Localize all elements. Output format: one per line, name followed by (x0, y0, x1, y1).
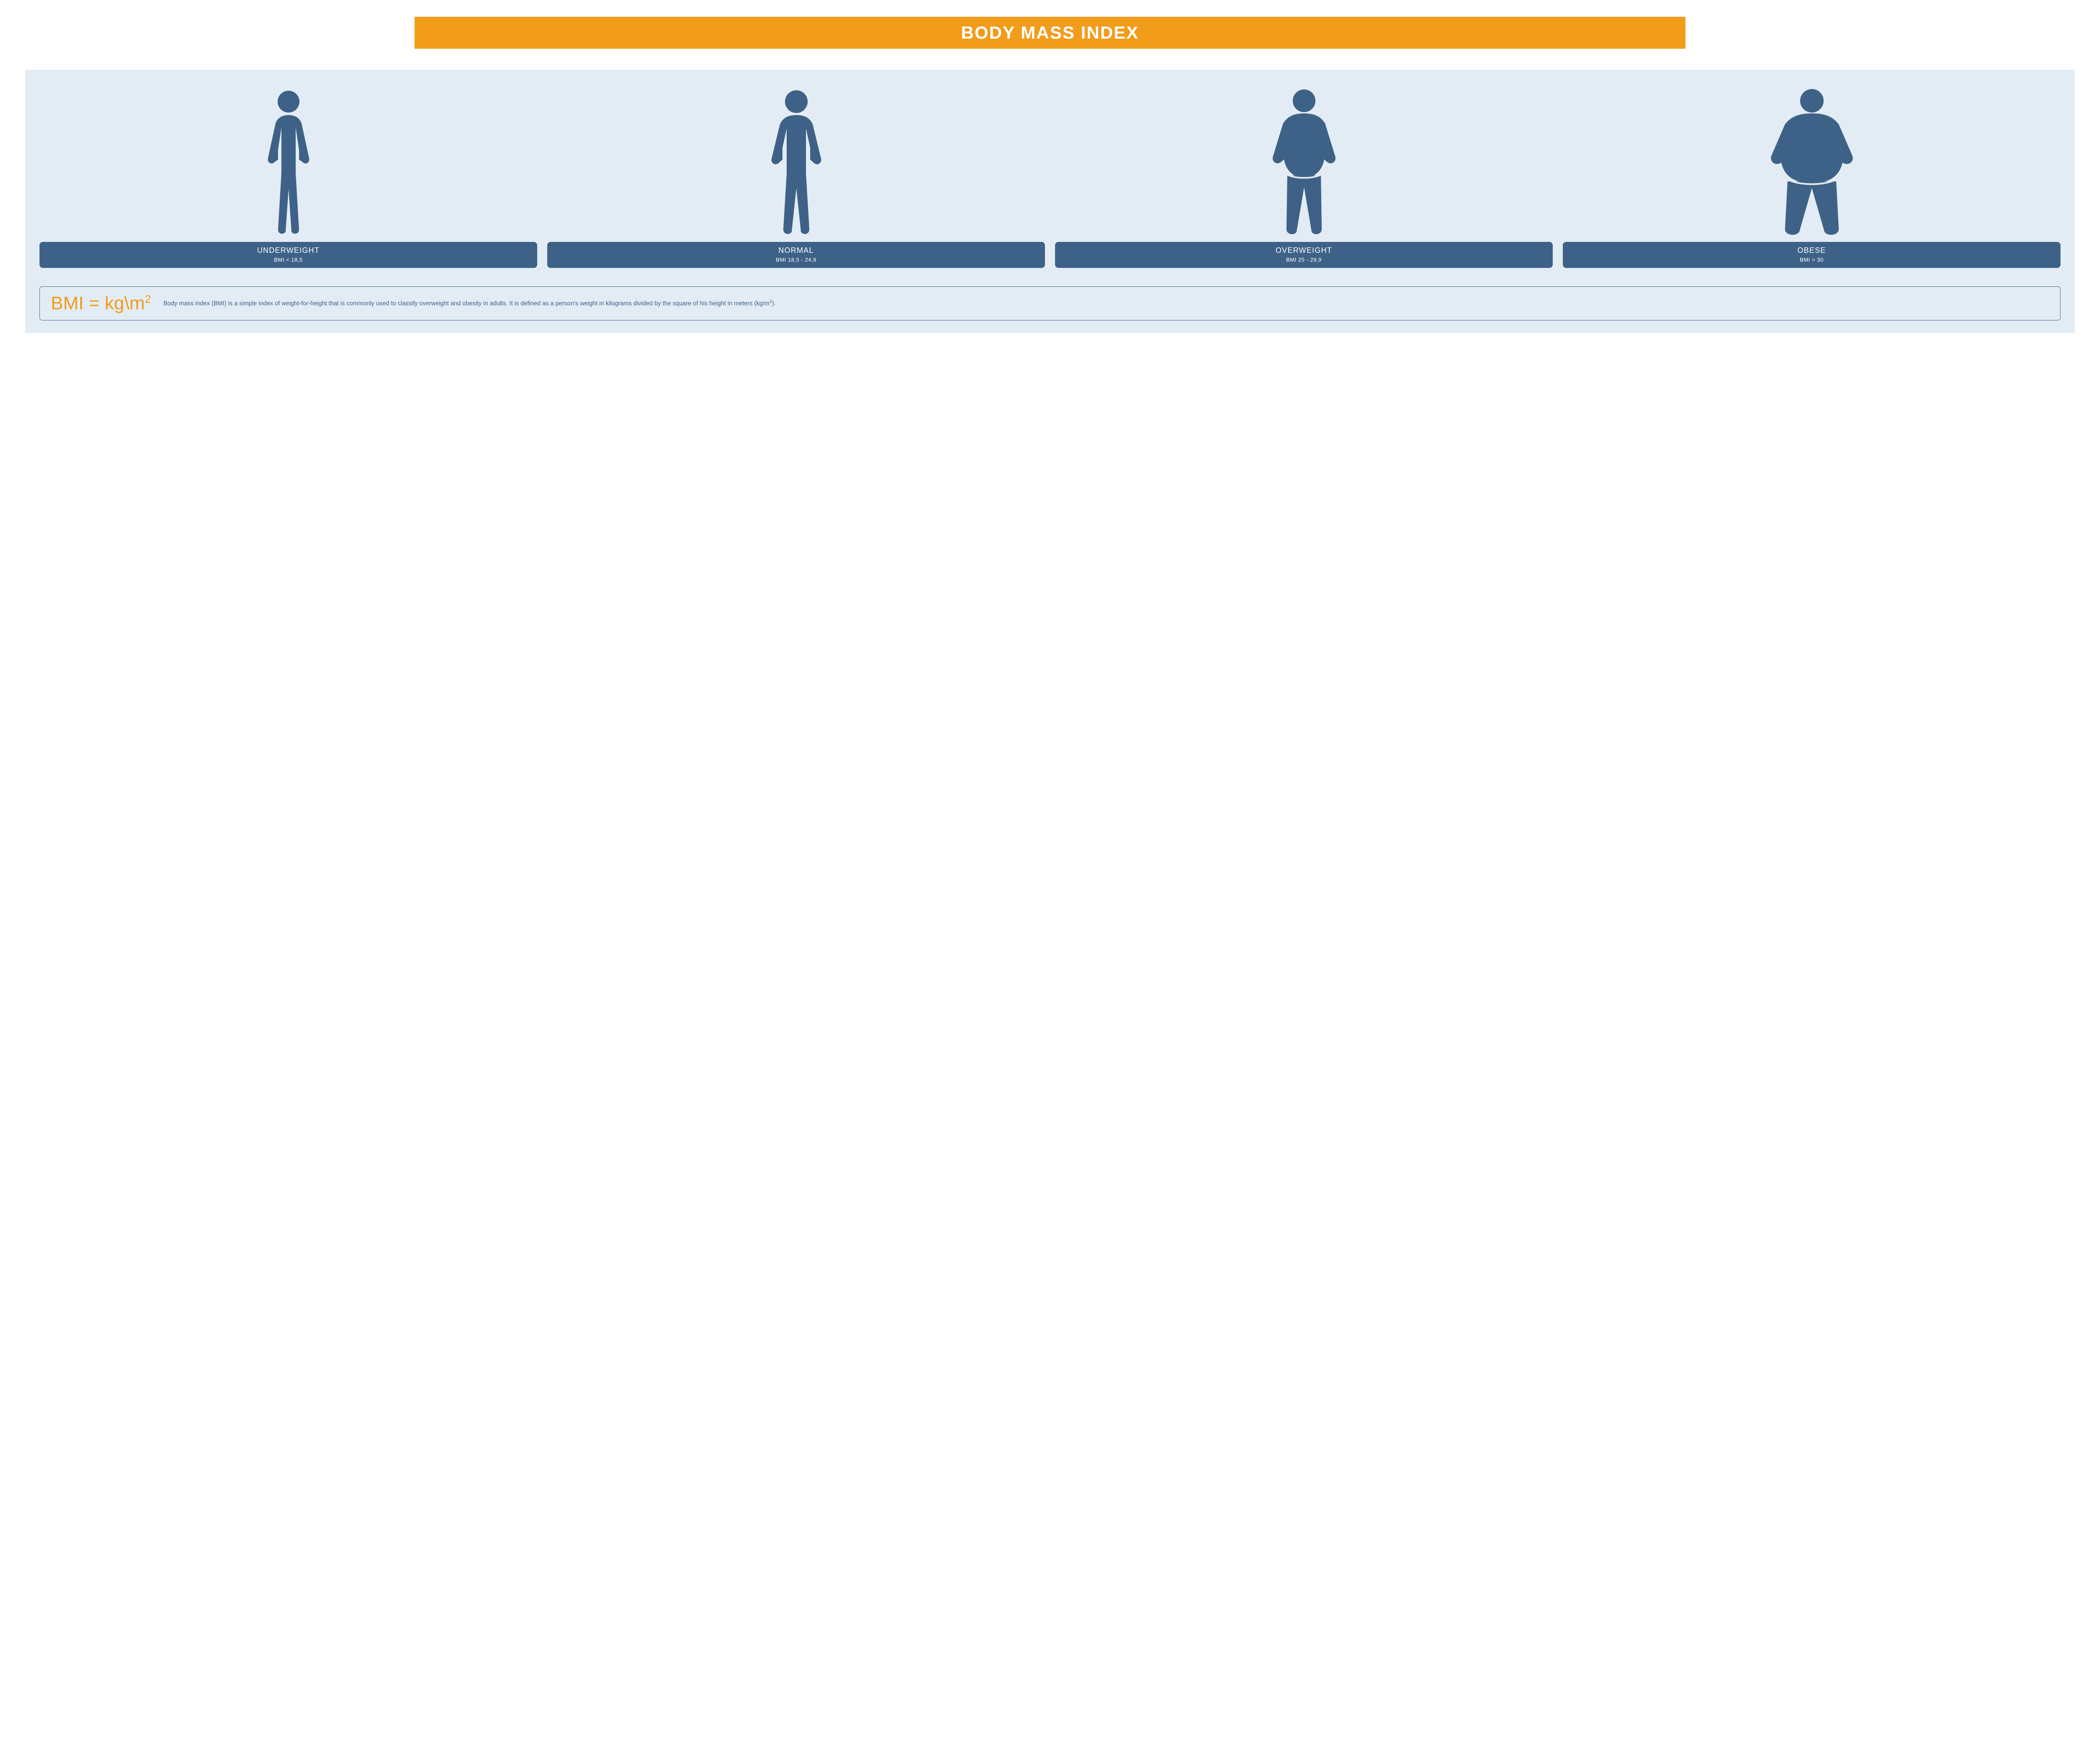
label-box: UNDERWEIGHT BMI < 18,5 (39, 242, 537, 268)
category-normal: NORMAL BMI 18,5 - 24,9 (547, 85, 1045, 268)
body-icon-normal (756, 85, 836, 236)
formula-description: Body mass index (BMI) is a simple index … (163, 299, 775, 308)
category-range: BMI 25 - 29,9 (1058, 257, 1550, 263)
figures-row: UNDERWEIGHT BMI < 18,5 NORMAL BMI 18,5 -… (39, 85, 2061, 268)
category-name: UNDERWEIGHT (42, 246, 535, 255)
body-icon-overweight (1258, 85, 1350, 236)
label-box: OBESE BMI > 30 (1563, 242, 2061, 268)
label-box: NORMAL BMI 18,5 - 24,9 (547, 242, 1045, 268)
category-name: OVERWEIGHT (1058, 246, 1550, 255)
category-range: BMI 18,5 - 24,9 (550, 257, 1042, 263)
category-name: OBESE (1565, 246, 2058, 255)
body-icon-underweight (253, 85, 324, 236)
category-underweight: UNDERWEIGHT BMI < 18,5 (39, 85, 537, 268)
category-overweight: OVERWEIGHT BMI 25 - 29,9 (1055, 85, 1553, 268)
label-box: OVERWEIGHT BMI 25 - 29,9 (1055, 242, 1553, 268)
formula-box: BMI = kg\m2 Body mass index (BMI) is a s… (39, 286, 2061, 320)
category-name: NORMAL (550, 246, 1042, 255)
category-range: BMI > 30 (1565, 257, 2058, 263)
category-range: BMI < 18,5 (42, 257, 535, 263)
page-title: BODY MASS INDEX (415, 17, 1685, 49)
infographic-panel: UNDERWEIGHT BMI < 18,5 NORMAL BMI 18,5 -… (25, 70, 2075, 333)
formula-expression: BMI = kg\m2 (51, 293, 151, 314)
category-obese: OBESE BMI > 30 (1563, 85, 2061, 268)
body-icon-obese (1757, 85, 1866, 236)
